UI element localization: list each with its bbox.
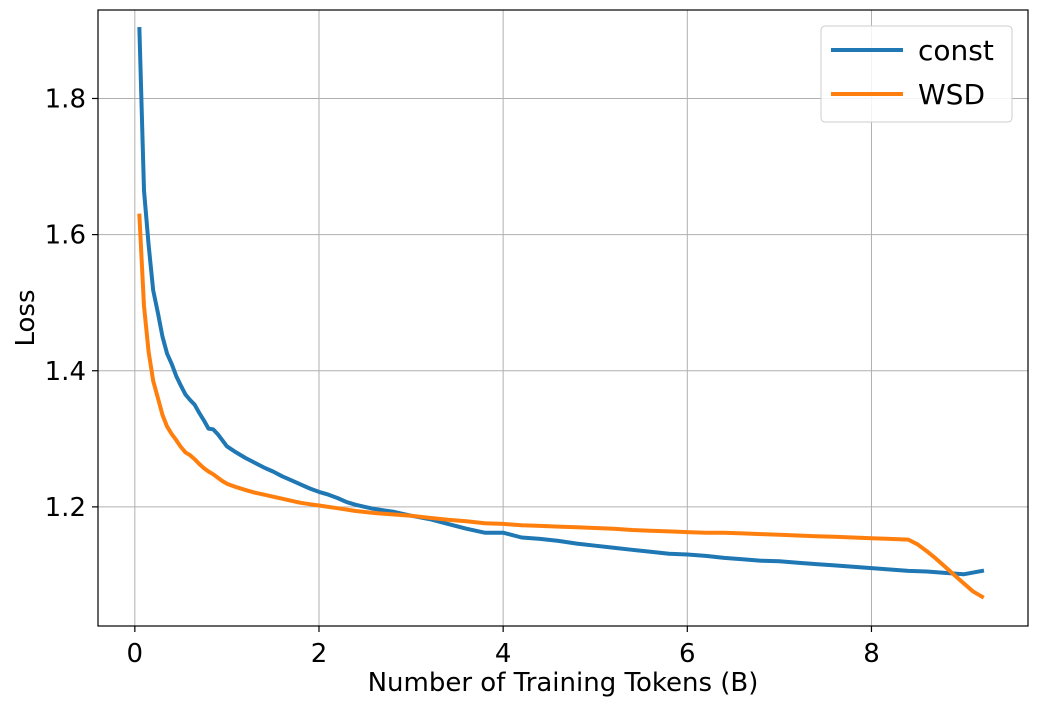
x-tick-label: 0 bbox=[127, 639, 144, 669]
y-tick-label: 1.8 bbox=[45, 84, 86, 114]
grid-lines bbox=[98, 10, 1028, 626]
legend-label-wsd: WSD bbox=[918, 78, 985, 111]
series-layer bbox=[137, 27, 985, 600]
y-axis-label: Loss bbox=[11, 289, 41, 346]
y-tick-label: 1.4 bbox=[45, 357, 86, 387]
x-tick-label: 2 bbox=[311, 639, 328, 669]
x-axis-label: Number of Training Tokens (B) bbox=[368, 668, 759, 698]
series-line-const bbox=[137, 27, 985, 577]
x-tick-label: 4 bbox=[495, 639, 512, 669]
legend-label-const: const bbox=[918, 34, 994, 67]
y-axis-ticks: 1.2 1.4 1.6 1.8 bbox=[45, 84, 98, 523]
x-axis-ticks: 0 2 4 6 8 bbox=[127, 626, 880, 669]
plot-frame bbox=[97, 9, 1029, 627]
y-tick-label: 1.6 bbox=[45, 221, 86, 251]
series-line-wsd bbox=[137, 213, 985, 600]
x-tick-label: 6 bbox=[679, 639, 696, 669]
y-tick-label: 1.2 bbox=[45, 493, 86, 523]
x-tick-label: 8 bbox=[863, 639, 880, 669]
legend: const WSD bbox=[820, 25, 1013, 123]
